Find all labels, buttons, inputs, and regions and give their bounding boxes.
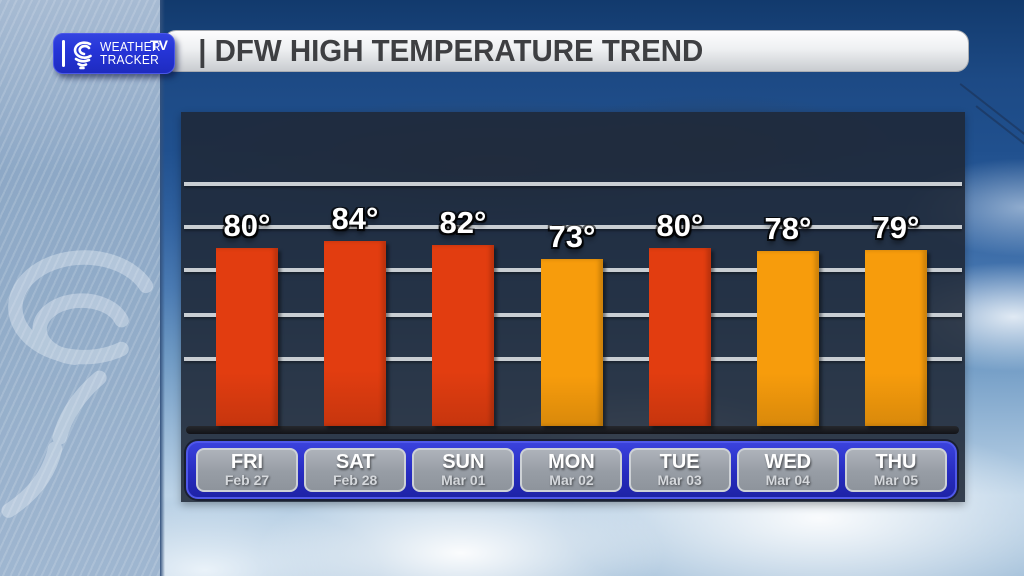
temperature-bar (865, 250, 927, 426)
temperature-bar (541, 259, 603, 426)
temperature-value-label: 80° (223, 208, 271, 243)
temperature-bar (649, 248, 711, 426)
temperature-value-label: 79° (872, 210, 920, 245)
page-title: | DFW HIGH TEMPERATURE TREND (198, 33, 704, 68)
temperature-value-label: 73° (548, 219, 596, 254)
logo-divider (62, 40, 65, 67)
day-name-label: SAT (335, 451, 375, 473)
day-cell: MON Mar 02 (520, 448, 623, 492)
tv-badge: TV (150, 37, 168, 53)
gridline (184, 182, 962, 186)
day-date-label: Mar 05 (873, 472, 919, 488)
day-name-label: FRI (230, 451, 264, 473)
day-label-strip: FRI Feb 27 SAT Feb 28 SUN Mar 01 MON Mar… (186, 441, 957, 499)
station-logo: WEATHER TRACKER TV (53, 33, 175, 74)
day-date-label: Mar 02 (549, 472, 594, 488)
gridline (184, 225, 962, 229)
day-cell: THU Mar 05 (844, 448, 947, 492)
tornado-watermark (1, 250, 154, 518)
chart-panel: 80° 84° 82° 73° 80° 78° 79° (181, 112, 965, 502)
temperature-bar (324, 241, 386, 426)
day-cell: SAT Feb 28 (304, 448, 407, 492)
logo-wordmark: WEATHER TRACKER (100, 40, 161, 66)
day-date-label: Feb 28 (332, 472, 378, 488)
temperature-value-label: 80° (656, 208, 704, 243)
day-date-label: Mar 01 (441, 472, 486, 488)
header-title-bar: | DFW HIGH TEMPERATURE TREND (163, 30, 969, 72)
day-date-label: Mar 04 (765, 472, 810, 488)
x-axis-baseline (186, 426, 959, 434)
day-cell: SUN Mar 01 (412, 448, 515, 492)
day-name-label: TUE (659, 451, 700, 473)
temperature-bar (216, 248, 278, 426)
day-name-label: WED (764, 451, 812, 473)
temperature-bar (432, 245, 494, 426)
temperature-value-label: 82° (439, 205, 487, 240)
day-cell: TUE Mar 03 (628, 448, 731, 492)
left-texture-strip (0, 0, 160, 576)
temperature-value-label: 78° (764, 211, 812, 246)
tornado-icon (73, 41, 92, 70)
day-date-label: Feb 27 (224, 472, 270, 488)
temperature-bar (757, 251, 819, 426)
logo-word-weather: WEATHER (100, 39, 161, 54)
logo-word-tracker: TRACKER (100, 52, 160, 67)
day-name-label: THU (875, 451, 917, 473)
day-name-label: SUN (442, 451, 485, 473)
temperature-value-label: 84° (331, 201, 379, 236)
day-date-label: Mar 03 (657, 472, 702, 488)
strip-edge-divider (160, 0, 165, 576)
day-cell: WED Mar 04 (736, 448, 839, 492)
day-cell: FRI Feb 27 (196, 448, 298, 492)
day-name-label: MON (548, 451, 595, 473)
